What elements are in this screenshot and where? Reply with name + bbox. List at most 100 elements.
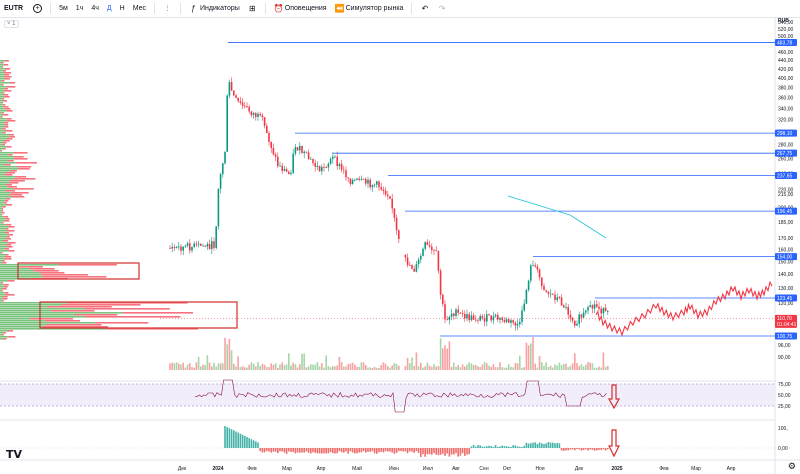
price-axis-label: 130,00 [778, 286, 794, 292]
volume-bar [448, 341, 451, 370]
volume-profile-bar-down [58, 264, 117, 266]
alerts-button[interactable]: ⏰ Оповещения [270, 4, 331, 13]
top-toolbar: EUTR + 5м 1ч 4ч Д Н Мес ⫶ ƒ Индикаторы ⊞ … [0, 0, 800, 18]
volume-bar [512, 367, 514, 370]
volume-profile-bar-up [0, 76, 5, 78]
macd-histogram-bar [565, 448, 567, 451]
interval-1h[interactable]: 1ч [75, 5, 84, 12]
volume-bar [334, 366, 336, 370]
volume-profile-bar-up [0, 234, 9, 236]
macd-histogram-bar [338, 448, 341, 452]
candle-body [512, 320, 514, 323]
volume-profile-bar-down [6, 230, 15, 232]
redo-button[interactable]: ↷ [433, 4, 450, 13]
volume-profile-bar-down [2, 262, 7, 264]
candle-body [303, 151, 305, 154]
volume-profile-bar-down [45, 320, 81, 322]
volume-profile-bar-down [2, 212, 5, 214]
price-axis-label: 360,00 [778, 96, 794, 102]
candle-body [424, 242, 426, 249]
replay-label: Симулятор рынка [345, 5, 404, 12]
volume-profile-bar-up [0, 154, 9, 156]
price-axis-label: 160,00 [778, 247, 794, 253]
macd-histogram-bar [387, 448, 389, 452]
volume-profile-bar-down [2, 98, 5, 100]
price-axis-label: 320,00 [778, 118, 794, 124]
candle-body [184, 245, 187, 247]
replay-button[interactable]: ⏪ Симулятор рынка [331, 4, 408, 13]
macd-histogram-bar [358, 448, 360, 453]
volume-profile-bar-down [1, 282, 4, 284]
candle-body [241, 102, 244, 106]
macd-histogram-bar [571, 448, 574, 450]
macd-histogram-bar [426, 448, 429, 455]
volume-profile-bar-down [4, 78, 10, 80]
interval-month[interactable]: Мес [132, 5, 146, 12]
interval-5m[interactable]: 5м [59, 5, 68, 12]
macd-histogram-bar [274, 448, 277, 452]
volume-profile-bar-down [17, 166, 32, 168]
volume-bar [461, 364, 464, 370]
tradingview-logo[interactable]: TV [6, 448, 23, 461]
volume-bar [318, 366, 321, 370]
volume-profile-bar-up [0, 242, 9, 244]
volume-profile-bar-down [5, 254, 9, 256]
volume-profile-bar-up [0, 324, 47, 326]
divider [154, 3, 155, 14]
candle-body [536, 266, 539, 270]
volume-profile-bar-up [0, 140, 4, 142]
price-axis-label: 90,00 [778, 355, 791, 361]
volume-profile-bar-down [30, 318, 73, 320]
volume-profile-bar-up [0, 124, 5, 126]
legend-toggle[interactable]: ˅ 1 [4, 20, 19, 28]
volume-bar [424, 366, 426, 370]
volume-profile-bar-up [0, 276, 43, 278]
volume-profile-bar-up [0, 318, 31, 320]
candle-body [534, 265, 536, 267]
volume-bar [237, 356, 239, 370]
volume-profile-bar-up [0, 106, 4, 108]
volume-bar [343, 366, 345, 370]
volume-profile-bar-up [0, 90, 5, 92]
volume-profile-bar-down [13, 152, 28, 154]
price-chart[interactable]: 540,00520,00500,00480,00460,00440,00420,… [0, 17, 800, 474]
candle-body [387, 194, 389, 197]
candle-body [283, 169, 286, 171]
candle-body [338, 163, 341, 167]
macd-histogram-bar [391, 448, 393, 453]
volume-profile-bar-up [0, 102, 2, 104]
undo-button[interactable]: ↶ [416, 4, 433, 13]
volume-profile-bar-up [0, 244, 6, 246]
macd-histogram-bar [448, 448, 451, 457]
interval-4h[interactable]: 4ч [91, 5, 99, 12]
volume-profile-bar-up [0, 148, 4, 150]
macd-histogram-bar [378, 448, 380, 453]
time-axis-label: Ноя [535, 466, 544, 472]
candle-body [439, 270, 442, 295]
compare-button[interactable]: + [29, 4, 46, 13]
time-axis-label: 2024 [212, 466, 223, 472]
macd-histogram-bar [406, 448, 409, 454]
chart-type-button[interactable]: ⫶ [159, 4, 176, 13]
volume-bar [475, 364, 477, 370]
macd-histogram-bar [296, 448, 299, 453]
macd-histogram-bar [602, 448, 605, 450]
volume-bar [307, 366, 310, 370]
settings-gear-icon[interactable]: ⚙ [787, 461, 796, 471]
price-tag [775, 294, 797, 302]
volume-profile-bar-down [11, 196, 25, 198]
symbol-search[interactable]: EUTR [4, 5, 24, 12]
interval-day[interactable]: Д [106, 5, 112, 12]
indicators-button[interactable]: ƒ Индикаторы [185, 4, 244, 13]
candle-body [503, 319, 506, 323]
candle-body [235, 95, 237, 98]
volume-profile-bar-down [2, 260, 5, 262]
templates-button[interactable]: ⊞ [244, 4, 261, 13]
interval-week[interactable]: Н [119, 5, 125, 12]
candle-body [466, 314, 468, 319]
volume-bar [321, 363, 323, 370]
volume-profile-bar-up [0, 248, 5, 250]
volume-bar [230, 350, 233, 370]
volume-profile-bar-down [13, 178, 36, 180]
price-axis-label: 420,00 [778, 67, 794, 73]
